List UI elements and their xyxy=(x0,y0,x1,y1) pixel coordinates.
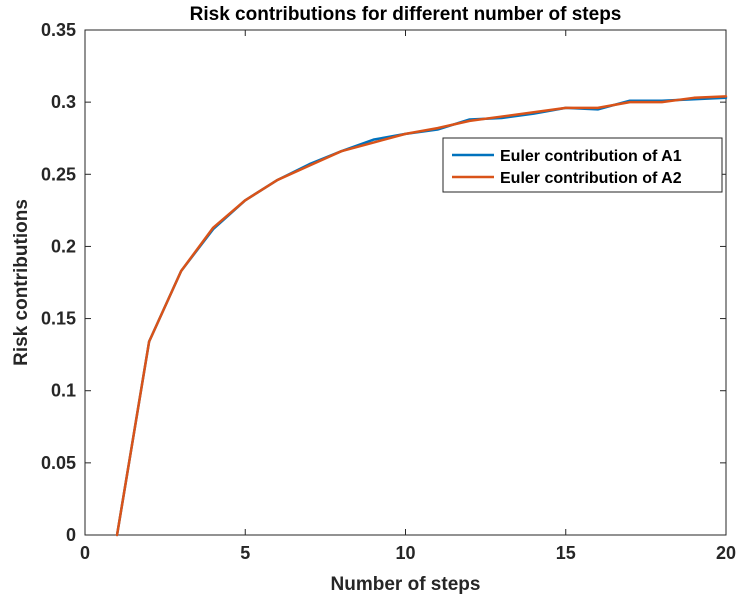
y-tick-label-4: 0.2 xyxy=(51,236,76,256)
x-tick-label-3: 15 xyxy=(556,543,576,563)
legend: Euler contribution of A1 Euler contribut… xyxy=(442,137,723,193)
x-tick-label-4: 20 xyxy=(716,543,736,563)
y-tick-label-7: 0.35 xyxy=(41,20,76,40)
y-axis-label: Risk contributions xyxy=(11,199,32,366)
legend-box xyxy=(442,137,723,193)
y-tick-label-5: 0.25 xyxy=(41,164,76,184)
x-tick-label-0: 0 xyxy=(80,543,90,563)
legend-label-a1: Euler contribution of A1 xyxy=(500,148,682,165)
legend-label-a2: Euler contribution of A2 xyxy=(500,170,682,187)
y-tick-label-1: 0.05 xyxy=(41,453,76,473)
series-layer xyxy=(115,95,728,537)
chart-title: Risk contributions for different number … xyxy=(190,4,622,25)
x-axis-label: Number of steps xyxy=(331,574,481,595)
x-tick-label-1: 5 xyxy=(240,543,250,563)
y-tick-label-2: 0.1 xyxy=(51,381,76,401)
ticks-layer: 0 5 10 15 20 0 0.05 0.1 0.15 0.2 0.25 0.3 0.35 xyxy=(41,20,736,563)
plot-area xyxy=(84,29,727,536)
y-tick-label-0: 0 xyxy=(66,525,76,545)
y-tick-label-6: 0.3 xyxy=(51,92,76,112)
y-tick-label-3: 0.15 xyxy=(41,309,76,329)
series-line-a2 xyxy=(115,95,728,537)
x-tick-label-2: 10 xyxy=(395,543,415,563)
axes-box xyxy=(84,29,727,536)
